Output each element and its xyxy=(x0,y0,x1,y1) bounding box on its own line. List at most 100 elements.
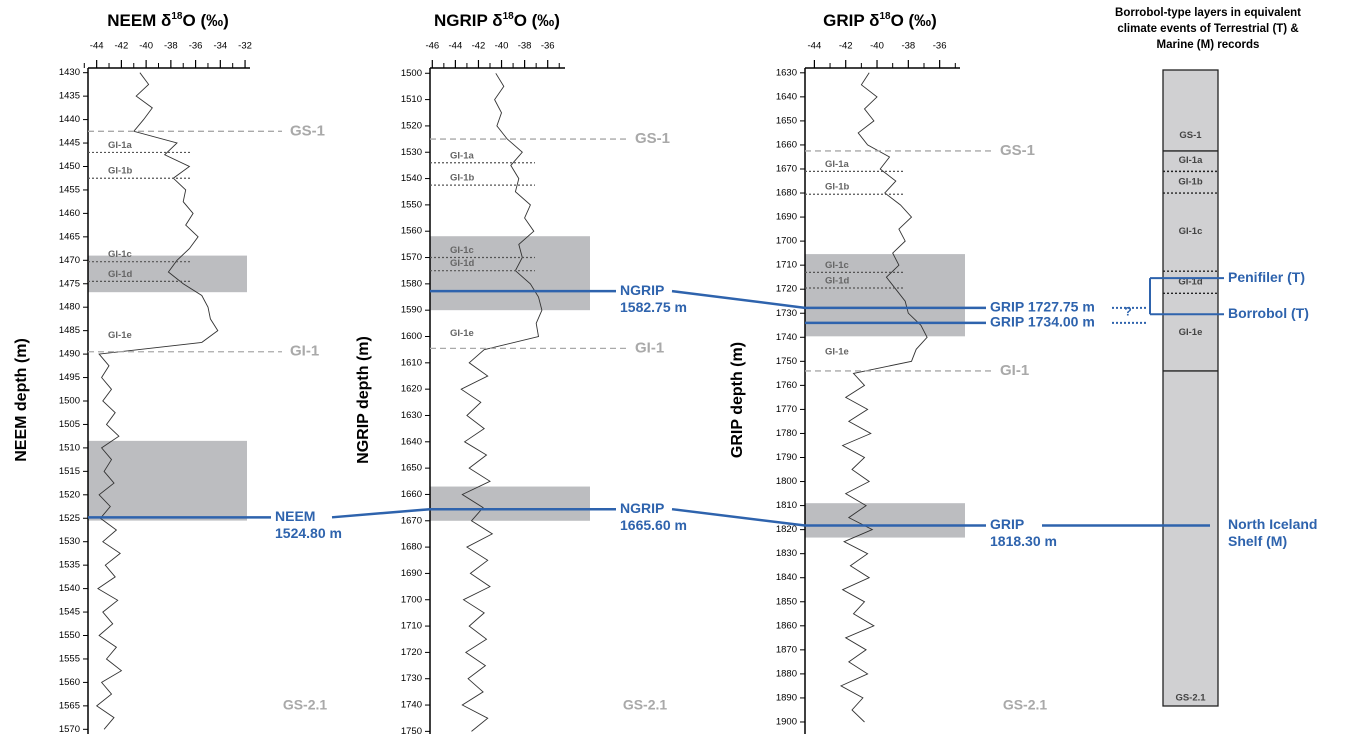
y-tick-label: 1515 xyxy=(59,466,80,477)
y-tick-label: 1495 xyxy=(59,372,80,383)
y-tick-label: 1660 xyxy=(776,139,797,150)
y-tick-label: 1660 xyxy=(401,489,422,500)
sub-event-label: GI-1b xyxy=(108,166,132,177)
event-label: GI-1 xyxy=(290,343,319,360)
event-label: Shelf (M) xyxy=(1228,533,1287,549)
y-tick-label: 1610 xyxy=(401,357,422,368)
y-tick-label: 1525 xyxy=(59,513,80,524)
y-tick-label: 1640 xyxy=(401,436,422,447)
y-tick-label: 1565 xyxy=(59,700,80,711)
correlation-line xyxy=(331,507,431,519)
y-tick-label: 1505 xyxy=(59,419,80,430)
y-tick-label: 1810 xyxy=(776,500,797,511)
x-tick-label: -38 xyxy=(518,41,532,52)
y-tick-label: 1550 xyxy=(59,630,80,641)
y-tick-label: 1680 xyxy=(401,542,422,553)
zone-label: GI-1b xyxy=(1178,177,1202,188)
title-part: NGRIP δ xyxy=(434,11,503,30)
y-axis-label: NGRIP depth (m) xyxy=(355,336,372,464)
title-part: O (‰) xyxy=(891,11,937,30)
y-tick-label: 1630 xyxy=(401,410,422,421)
sub-event-label: GI-1d xyxy=(108,269,132,280)
y-tick-label: 1460 xyxy=(59,208,80,219)
tephra-label: GRIP 1734.00 m xyxy=(990,314,1095,330)
stratigraphic-column xyxy=(1162,69,1219,707)
highlight-band xyxy=(88,255,247,293)
event-label: North Iceland xyxy=(1228,516,1317,532)
y-tick-label: 1480 xyxy=(59,302,80,313)
highlight-band xyxy=(430,236,590,311)
y-tick-label: 1700 xyxy=(401,594,422,605)
y-tick-label: 1750 xyxy=(401,726,422,734)
event-label: GS-1 xyxy=(290,122,325,139)
zone-label: GI-1e xyxy=(1179,327,1203,338)
zone-label: GI-1d xyxy=(1178,277,1202,288)
highlight-band xyxy=(430,486,590,521)
y-tick-label: 1840 xyxy=(776,572,797,583)
y-axis-label: GRIP depth (m) xyxy=(729,342,746,458)
title-part: GRIP δ xyxy=(823,11,879,30)
x-tick-label: -34 xyxy=(213,41,227,52)
x-tick-label: -36 xyxy=(189,41,203,52)
title-part: 18 xyxy=(503,11,515,22)
y-tick-label: 1730 xyxy=(401,673,422,684)
y-tick-label: 1710 xyxy=(401,621,422,632)
x-tick-label: -46 xyxy=(425,41,439,52)
y-tick-label: 1720 xyxy=(401,647,422,658)
y-tick-label: 1485 xyxy=(59,325,80,336)
x-tick-label: -38 xyxy=(164,41,178,52)
y-axis-label: NEEM depth (m) xyxy=(13,338,30,462)
uncertain-mark: ? xyxy=(1124,305,1131,319)
sub-event-label: GI-1e xyxy=(108,330,132,341)
title-part: NEEM δ xyxy=(107,11,171,30)
y-tick-label: 1560 xyxy=(401,226,422,237)
y-tick-label: 1490 xyxy=(59,349,80,360)
y-tick-label: 1670 xyxy=(776,163,797,174)
y-tick-label: 1670 xyxy=(401,515,422,526)
tephra-label: 1818.30 m xyxy=(990,533,1057,549)
y-tick-label: 1820 xyxy=(776,524,797,535)
correlation-line xyxy=(671,507,806,527)
event-label: GI-1 xyxy=(1000,362,1029,379)
y-tick-label: 1790 xyxy=(776,452,797,463)
tephra-label: NEEM xyxy=(275,508,315,524)
y-tick-label: 1730 xyxy=(776,308,797,319)
y-tick-label: 1540 xyxy=(401,173,422,184)
y-tick-label: 1700 xyxy=(776,236,797,247)
x-tick-label: -44 xyxy=(90,41,104,52)
event-label: Penifiler (T) xyxy=(1228,269,1305,285)
tephra-label: NGRIP xyxy=(620,500,664,516)
x-tick-label: -40 xyxy=(139,41,153,52)
y-tick-label: 1545 xyxy=(59,607,80,618)
x-tick-label: -36 xyxy=(933,41,947,52)
tephra-label: GRIP 1727.75 m xyxy=(990,299,1095,315)
sub-event-label: GI-1b xyxy=(450,173,474,184)
y-tick-label: 1550 xyxy=(401,199,422,210)
y-tick-label: 1640 xyxy=(776,91,797,102)
x-tick-label: -40 xyxy=(870,41,884,52)
y-tick-label: 1500 xyxy=(59,396,80,407)
event-label: GS-1 xyxy=(635,130,670,147)
y-tick-label: 1870 xyxy=(776,644,797,655)
y-tick-label: 1900 xyxy=(776,716,797,727)
y-tick-label: 1590 xyxy=(401,305,422,316)
event-label: GS-1 xyxy=(1000,142,1035,159)
y-tick-label: 1750 xyxy=(776,356,797,367)
y-tick-label: 1520 xyxy=(401,120,422,131)
y-tick-label: 1470 xyxy=(59,255,80,266)
y-tick-label: 1510 xyxy=(59,442,80,453)
y-tick-label: 1770 xyxy=(776,404,797,415)
title-part: 18 xyxy=(879,11,891,22)
isotope-trace xyxy=(839,72,928,723)
x-tick-label: -42 xyxy=(472,41,486,52)
y-tick-label: 1800 xyxy=(776,476,797,487)
y-tick-label: 1600 xyxy=(401,331,422,342)
stadial-label: GS-2.1 xyxy=(1003,697,1048,713)
sub-event-label: GI-1a xyxy=(108,140,132,151)
sub-event-label: GI-1d xyxy=(450,258,474,269)
correlation-line xyxy=(671,289,806,310)
x-tick-label: -32 xyxy=(238,41,252,52)
zone-label: GS-1 xyxy=(1179,130,1202,141)
x-tick-label: -44 xyxy=(449,41,463,52)
